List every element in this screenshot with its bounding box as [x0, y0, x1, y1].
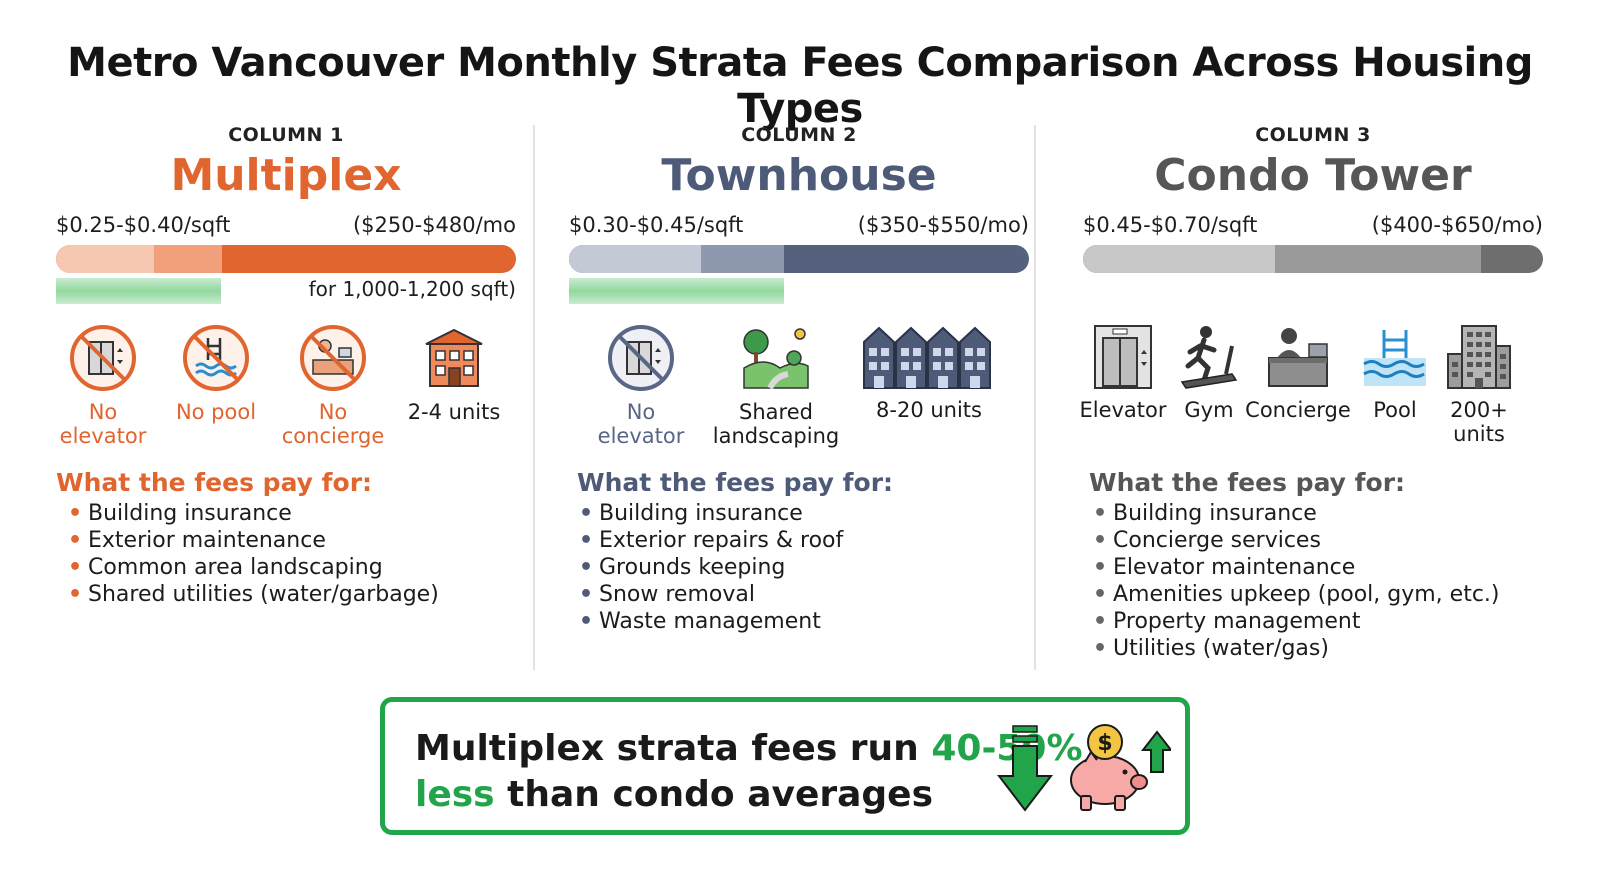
- icon-item: No elevator: [56, 324, 150, 448]
- fees-list: Building insurance Exterior repairs & ro…: [579, 500, 843, 635]
- monthly-range: ($350-$550/mo): [857, 213, 1029, 237]
- icon-item: 8-20 units: [859, 324, 999, 422]
- callout-text-part: than condo averages: [494, 774, 934, 815]
- svg-text:$: $: [1097, 731, 1112, 756]
- callout-text-part: Multiplex strata fees run: [415, 728, 932, 769]
- icon-label: Elevator: [1079, 398, 1167, 422]
- sqft-note: for 1,000-1,200 sqft): [308, 277, 516, 301]
- icon-label: concierge: [281, 424, 385, 448]
- column-divider: [533, 125, 535, 670]
- callout-highlight: less: [415, 774, 495, 815]
- column-multiplex: COLUMN 1 Multiplex $0.25-$0.40/sqft ($25…: [56, 118, 526, 678]
- fees-list: Building insurance Concierge services El…: [1093, 500, 1500, 662]
- list-item: Exterior repairs & roof: [579, 527, 843, 554]
- list-item: Shared utilities (water/garbage): [68, 581, 439, 608]
- list-item: Building insurance: [579, 500, 843, 527]
- icon-label: Concierge: [1245, 398, 1351, 422]
- list-item: Exterior maintenance: [68, 527, 439, 554]
- icon-label: landscaping: [712, 424, 840, 448]
- monthly-range: ($400-$650/mo): [1371, 213, 1543, 237]
- elevator-icon: [1094, 325, 1152, 389]
- page-title: Metro Vancouver Monthly Strata Fees Comp…: [67, 40, 1533, 132]
- column-label: COLUMN 2: [741, 124, 857, 146]
- icon-label: elevator: [59, 424, 147, 448]
- icon-label: units: [1453, 422, 1505, 446]
- small-building-icon: [425, 328, 483, 387]
- icon-item: Concierge: [1243, 324, 1353, 422]
- fee-range-bar: [1083, 245, 1543, 273]
- icon-item: Shared landscaping: [711, 324, 841, 448]
- list-item: Concierge services: [1093, 527, 1500, 554]
- icon-label: No: [88, 400, 118, 424]
- list-item: Snow removal: [579, 581, 843, 608]
- fees-list: Building insurance Exterior maintenance …: [68, 500, 439, 608]
- fees-heading: What the fees pay for:: [56, 468, 373, 497]
- icon-item: No concierge: [278, 324, 388, 448]
- icon-item: 2-4 units: [404, 324, 504, 424]
- icon-label: elevator: [597, 424, 685, 448]
- list-item: Grounds keeping: [579, 554, 843, 581]
- list-item: Common area landscaping: [68, 554, 439, 581]
- icon-label: Pool: [1373, 398, 1417, 422]
- icon-label: No pool: [175, 400, 257, 424]
- savings-callout: Multiplex strata fees run 40-50% less th…: [380, 697, 1190, 835]
- column-townhouse: COLUMN 2 Townhouse $0.30-$0.45/sqft ($35…: [569, 118, 1039, 678]
- list-item: Property management: [1093, 608, 1500, 635]
- down-arrow-icon: [997, 725, 1053, 812]
- column-divider: [1034, 125, 1036, 670]
- gym-icon: [1180, 326, 1238, 389]
- list-item: Utilities (water/gas): [1093, 635, 1500, 662]
- icon-label: Shared: [739, 400, 813, 424]
- icon-label: No: [318, 400, 348, 424]
- icon-label: 200+: [1450, 398, 1508, 422]
- column-name: Condo Tower: [1154, 150, 1472, 201]
- column-name: Multiplex: [170, 150, 402, 201]
- list-item: Building insurance: [68, 500, 439, 527]
- rate-per-sqft: $0.45-$0.70/sqft: [1083, 213, 1258, 237]
- fee-range-bar: [569, 245, 1029, 273]
- pool-icon: [1363, 330, 1426, 386]
- townhouse-row-icon: [863, 326, 991, 389]
- icon-label: No: [626, 400, 656, 424]
- list-item: Elevator maintenance: [1093, 554, 1500, 581]
- icon-label: 8-20 units: [876, 398, 982, 422]
- column-condo-tower: COLUMN 3 Condo Tower $0.45-$0.70/sqft ($…: [1079, 118, 1553, 678]
- fees-heading: What the fees pay for:: [577, 468, 894, 497]
- column-label: COLUMN 3: [1255, 124, 1371, 146]
- column-name: Townhouse: [661, 150, 937, 201]
- icon-item: No pool: [166, 324, 266, 424]
- no-concierge-icon: [300, 325, 366, 391]
- no-elevator-icon: [608, 325, 674, 391]
- concierge-icon: [1268, 328, 1328, 387]
- icon-item: No elevator: [591, 324, 691, 448]
- rate-per-sqft: $0.25-$0.40/sqft: [56, 213, 231, 237]
- callout-text: Multiplex strata fees run 40-50% less th…: [415, 726, 1083, 818]
- list-item: Amenities upkeep (pool, gym, etc.): [1093, 581, 1500, 608]
- sqft-range-bar: [56, 278, 221, 304]
- icon-label: 2-4 units: [407, 400, 501, 424]
- piggy-bank-icon: $: [1070, 724, 1171, 811]
- callout-highlight: 40-50%: [931, 728, 1083, 769]
- monthly-range: ($250-$480/mo: [352, 213, 516, 237]
- icon-item: Pool: [1355, 324, 1435, 422]
- icon-item: Elevator: [1073, 324, 1173, 422]
- no-pool-icon: [183, 325, 249, 391]
- list-item: Waste management: [579, 608, 843, 635]
- icon-item: Gym: [1171, 324, 1247, 422]
- icon-item: 200+ units: [1441, 324, 1517, 446]
- tower-icon: [1447, 325, 1511, 389]
- sqft-range-bar: [569, 278, 784, 304]
- fees-heading: What the fees pay for:: [1089, 468, 1406, 497]
- icon-label: Gym: [1184, 398, 1234, 422]
- column-label: COLUMN 1: [228, 124, 344, 146]
- list-item: Building insurance: [1093, 500, 1500, 527]
- landscape-icon: [743, 328, 809, 390]
- fee-range-bar: [56, 245, 516, 273]
- no-elevator-icon: [70, 325, 136, 391]
- rate-per-sqft: $0.30-$0.45/sqft: [569, 213, 744, 237]
